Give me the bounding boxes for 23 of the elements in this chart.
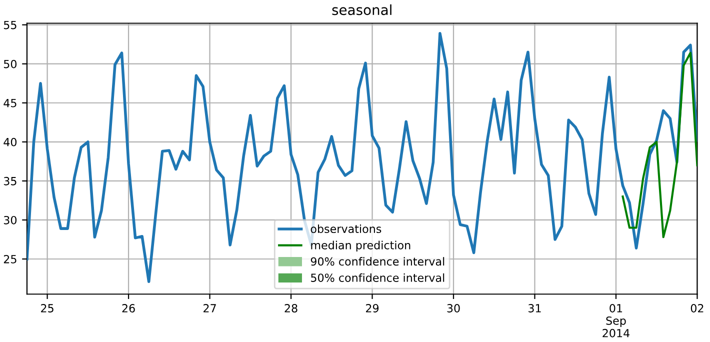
y-tick-label: 30 <box>4 216 17 224</box>
legend-label: 50% confidence interval <box>311 273 444 282</box>
legend-label: observations <box>310 224 382 234</box>
y-tick-label: 55 <box>4 20 16 30</box>
legend-label: 90% confidence interval <box>310 257 444 266</box>
y-tick-label: 45 <box>4 98 16 108</box>
line-series <box>26 32 698 284</box>
x-tick-label: 25 <box>41 304 54 312</box>
y-tick-label: 50 <box>4 60 17 68</box>
y-tick-label: 35 <box>4 176 16 186</box>
x-tick-label: 02 <box>690 304 704 312</box>
x-tick-label: 31 <box>528 304 541 312</box>
x-tick-label: 01 Sep 2014 <box>602 304 630 338</box>
x-tick-label: 29 <box>366 304 379 312</box>
legend-label: median prediction <box>311 240 410 252</box>
y-tick-label: 40 <box>4 138 17 146</box>
x-tick-label: 27 <box>204 304 216 312</box>
x-tick-label: 28 <box>284 304 298 312</box>
x-tick-label: 30 <box>447 304 460 312</box>
y-tick-label: 25 <box>4 254 16 264</box>
line-series <box>622 52 698 238</box>
chart-title: seasonal <box>332 4 392 16</box>
x-tick-label: 26 <box>122 304 135 312</box>
